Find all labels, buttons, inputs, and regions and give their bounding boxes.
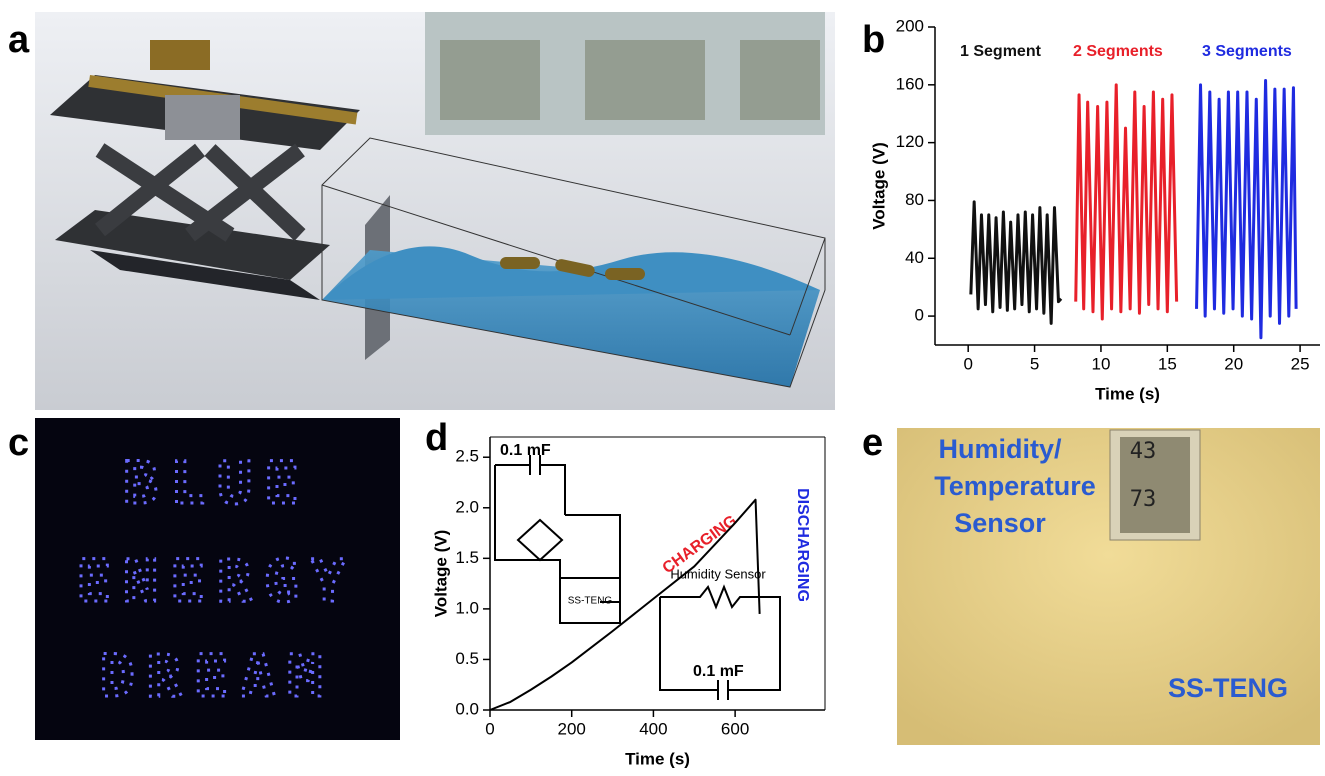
led-text: BLUE: [123, 449, 311, 517]
y-tick-label: 0.5: [455, 649, 479, 668]
data-line: [1195, 78, 1298, 340]
annotation: 0.1 mF: [693, 663, 744, 680]
x-tick-label: 10: [1091, 354, 1110, 373]
annotation: DISCHARGING: [794, 488, 811, 602]
y-tick-label: 160: [896, 74, 924, 93]
sensor-label: Sensor: [954, 508, 1046, 538]
y-tick-label: 2.5: [455, 447, 479, 466]
photo-c: [35, 418, 400, 740]
y-tick-label: 2.0: [455, 497, 479, 516]
y-tick-label: 1.5: [455, 548, 479, 567]
led-text: DREAM: [100, 642, 335, 710]
annotation: SS-TENG: [568, 596, 613, 607]
device-photo: [585, 40, 705, 120]
y-tick-label: 0.0: [455, 699, 479, 718]
device-photo: [740, 40, 820, 120]
x-tick-label: 600: [721, 719, 749, 738]
x-tick-label: 0: [963, 354, 972, 373]
display-value: 73: [1130, 487, 1157, 512]
y-tick-label: 1.0: [455, 598, 479, 617]
panel-label: c: [8, 422, 29, 464]
led-text: ENERGY: [76, 547, 358, 615]
sensor-display: [1120, 437, 1190, 533]
data-line: [489, 498, 761, 711]
panel-label: d: [425, 417, 448, 459]
y-tick-label: 80: [905, 190, 924, 209]
x-tick-label: 25: [1291, 354, 1310, 373]
annotation: 1 Segment: [960, 43, 1042, 60]
panel-label: b: [862, 19, 885, 61]
panel-label: a: [8, 19, 30, 61]
y-tick-label: 40: [905, 248, 924, 267]
sensor-label: Humidity/: [938, 434, 1062, 464]
y-axis-label: Voltage (V): [431, 530, 450, 618]
x-tick-label: 15: [1158, 354, 1177, 373]
annotation: 2 Segments: [1073, 43, 1163, 60]
teng-label: SS-TENG: [1168, 673, 1288, 703]
x-tick-label: 200: [558, 719, 586, 738]
display-value: 43: [1130, 439, 1157, 464]
y-tick-label: 0: [915, 306, 924, 325]
annotation: 3 Segments: [1202, 43, 1292, 60]
tank: [321, 137, 826, 388]
sensor-label: Temperature: [934, 471, 1096, 501]
y-axis-label: Voltage (V): [869, 142, 888, 230]
photo-e: [897, 428, 1320, 745]
circuit: [494, 455, 781, 700]
x-axis-label: Time (s): [625, 749, 690, 768]
y-tick-label: 200: [896, 16, 924, 35]
x-tick-label: 5: [1030, 354, 1039, 373]
device-photo: [440, 40, 540, 120]
y-tick-label: 120: [896, 132, 924, 151]
x-tick-label: 400: [639, 719, 667, 738]
annotation: 0.1 mF: [500, 442, 551, 459]
rig: [50, 40, 390, 360]
data-line: [1074, 83, 1179, 321]
x-tick-label: 0: [485, 719, 494, 738]
annotation: Humidity Sensor: [670, 566, 766, 581]
panel-label: e: [862, 422, 883, 464]
x-axis-label: Time (s): [1095, 384, 1160, 403]
data-line: [969, 200, 1063, 325]
x-tick-label: 20: [1224, 354, 1243, 373]
